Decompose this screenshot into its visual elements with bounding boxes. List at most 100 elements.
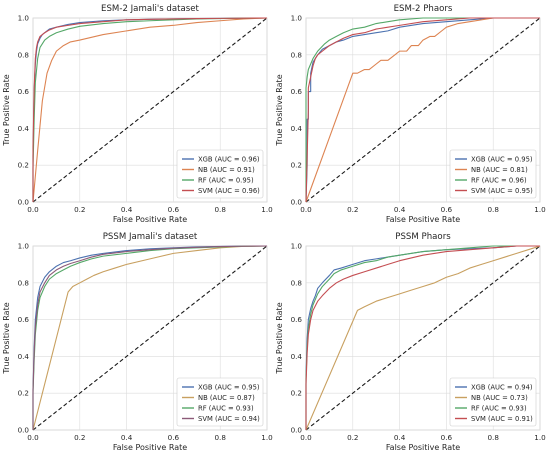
y-tick-label: 0.2 xyxy=(291,389,302,398)
legend-box xyxy=(176,377,264,427)
x-tick-label: 0.0 xyxy=(27,205,39,214)
roc-curve-rf xyxy=(305,245,540,430)
y-tick-label: 0.2 xyxy=(291,161,302,170)
roc-curve-nb xyxy=(32,245,268,431)
y-tick-label: 0.6 xyxy=(291,315,303,324)
y-tick-label: 0.0 xyxy=(18,426,30,435)
x-axis-label: False Positive Rate xyxy=(113,215,187,224)
panel-title: ESM-2 Jamali's dataset xyxy=(101,4,200,14)
roc-curve-nb xyxy=(305,245,541,431)
roc-panel-1: 0.00.0 0.2 0.2 0.4 0.4 0.6 0.6 0.8 0.8 1.0 1.0 ESM-… xyxy=(2,4,273,224)
roc-curve-nb xyxy=(32,17,268,203)
y-axis-label: True Positive Rate xyxy=(275,302,284,374)
panel-title: PSSM Jamali's dataset xyxy=(103,232,198,242)
legend-entry: SVM (AUC = 0.96) xyxy=(198,187,260,195)
y-tick-label: 0.0 xyxy=(18,198,30,207)
roc-curve-svm xyxy=(32,245,268,430)
x-tick-label: 0.6 xyxy=(441,433,453,442)
legend: XGB (AUC = 0.96) NB (AUC = 0.91) RF (AUC =… xyxy=(176,149,264,199)
x-tick-label: 1.0 xyxy=(534,433,546,442)
legend: XGB (AUC = 0.95) NB (AUC = 0.81) RF (AUC =… xyxy=(449,149,537,199)
roc-panel-3: 0.00.0 0.2 0.2 0.4 0.4 0.6 0.6 0.8 0.8 1.0 1.0 PSSM… xyxy=(2,232,273,452)
roc-curve-rf xyxy=(305,17,540,202)
y-tick-label: 0.8 xyxy=(291,278,303,287)
legend-entry: XGB (AUC = 0.96) xyxy=(198,155,260,163)
legend-entry: XGB (AUC = 0.94) xyxy=(471,383,533,391)
legend-entry: RF (AUC = 0.95) xyxy=(198,176,254,184)
x-tick-label: 1.0 xyxy=(534,205,546,214)
chance-diagonal-line xyxy=(32,17,268,203)
y-tick-label: 1.0 xyxy=(291,242,303,251)
legend-entry: NB (AUC = 0.87) xyxy=(198,394,255,402)
legend-box xyxy=(176,149,264,199)
x-tick-label: 0.6 xyxy=(441,205,453,214)
legend-entry: NB (AUC = 0.73) xyxy=(471,394,528,402)
y-axis-label: True Positive Rate xyxy=(2,302,11,374)
y-tick-label: 1.0 xyxy=(18,14,30,23)
y-tick-label: 0.8 xyxy=(18,50,30,59)
x-axis-label: False Positive Rate xyxy=(113,443,187,452)
x-tick-label: 1.0 xyxy=(261,205,273,214)
x-tick-label: 0.6 xyxy=(168,205,180,214)
legend-entry: RF (AUC = 0.93) xyxy=(471,404,527,412)
x-tick-label: 0.4 xyxy=(394,433,406,442)
x-tick-label: 0.4 xyxy=(121,433,133,442)
panel-title: ESM-2 Phaors xyxy=(394,4,453,14)
y-tick-label: 0.2 xyxy=(18,389,29,398)
legend-entry: RF (AUC = 0.93) xyxy=(198,404,254,412)
x-tick-label: 0.8 xyxy=(214,433,226,442)
y-axis-label: True Positive Rate xyxy=(2,74,11,146)
x-tick-label: 0.0 xyxy=(27,433,39,442)
roc-curve-svm xyxy=(32,17,268,202)
y-tick-label: 0.6 xyxy=(291,87,303,96)
x-axis-label: False Positive Rate xyxy=(386,443,460,452)
x-tick-label: 0.0 xyxy=(300,433,312,442)
x-tick-label: 0.0 xyxy=(300,205,312,214)
legend-box xyxy=(449,149,537,199)
y-tick-label: 0.0 xyxy=(291,198,303,207)
y-tick-label: 0.6 xyxy=(18,315,30,324)
legend-entry: XGB (AUC = 0.95) xyxy=(471,155,533,163)
y-tick-label: 0.4 xyxy=(291,352,303,361)
legend-entry: NB (AUC = 0.91) xyxy=(198,166,255,174)
x-tick-label: 0.4 xyxy=(121,205,133,214)
chance-diagonal-line xyxy=(32,245,268,431)
y-tick-label: 0.4 xyxy=(18,352,30,361)
x-tick-label: 0.6 xyxy=(168,433,180,442)
y-tick-label: 0.4 xyxy=(18,124,30,133)
legend-entry: SVM (AUC = 0.91) xyxy=(471,415,533,423)
roc-curve-svm xyxy=(305,245,540,430)
x-tick-label: 0.8 xyxy=(487,205,499,214)
y-tick-label: 0.0 xyxy=(291,426,303,435)
y-tick-label: 0.8 xyxy=(18,278,30,287)
x-tick-label: 0.2 xyxy=(347,433,358,442)
legend: XGB (AUC = 0.95) NB (AUC = 0.87) RF (AUC =… xyxy=(176,377,264,427)
y-tick-label: 0.2 xyxy=(18,161,29,170)
panel-title: PSSM Phaors xyxy=(395,232,451,242)
chance-diagonal-line xyxy=(305,17,541,203)
legend-entry: NB (AUC = 0.81) xyxy=(471,166,528,174)
x-tick-label: 0.2 xyxy=(74,433,85,442)
roc-curve-svm xyxy=(305,17,540,203)
legend-entry: XGB (AUC = 0.95) xyxy=(198,383,260,391)
x-axis-label: False Positive Rate xyxy=(386,215,460,224)
chance-diagonal-line xyxy=(305,245,541,431)
x-tick-label: 0.8 xyxy=(214,205,226,214)
x-tick-label: 0.2 xyxy=(74,205,85,214)
y-axis-label: True Positive Rate xyxy=(275,74,284,146)
roc-panel-2: 0.00.0 0.2 0.2 0.4 0.4 0.6 0.6 0.8 0.8 1.0 1.0 ESM-… xyxy=(275,4,546,224)
legend: XGB (AUC = 0.94) NB (AUC = 0.73) RF (AUC =… xyxy=(449,377,537,427)
y-tick-label: 0.6 xyxy=(18,87,30,96)
roc-panel-4: 0.00.0 0.2 0.2 0.4 0.4 0.6 0.6 0.8 0.8 1.0 1.0 PSSM… xyxy=(275,232,546,452)
legend-entry: SVM (AUC = 0.94) xyxy=(198,415,260,423)
legend-entry: SVM (AUC = 0.95) xyxy=(471,187,533,195)
x-tick-label: 0.2 xyxy=(347,205,358,214)
y-tick-label: 1.0 xyxy=(291,14,303,23)
x-tick-label: 0.4 xyxy=(394,205,406,214)
y-tick-label: 0.8 xyxy=(291,50,303,59)
x-tick-label: 0.8 xyxy=(487,433,499,442)
roc-curve-nb xyxy=(305,17,540,203)
y-tick-label: 0.4 xyxy=(291,124,303,133)
y-tick-label: 1.0 xyxy=(18,242,30,251)
